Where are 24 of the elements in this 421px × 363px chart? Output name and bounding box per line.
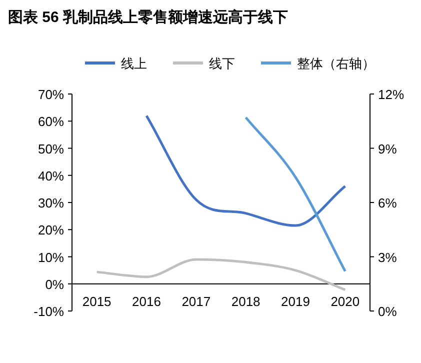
y-tick-label: 60%: [38, 114, 64, 130]
x-tick-label: 2020: [330, 294, 360, 309]
x-tick-label: 2019: [281, 294, 310, 309]
y2-tick-label: 9%: [378, 141, 398, 156]
y2-tick-label: 12%: [378, 87, 404, 102]
x-tick-label: 2016: [132, 294, 161, 309]
y-tick-label: 10%: [38, 250, 64, 265]
x-tick-label: 2018: [231, 294, 260, 309]
legend-label: 整体（右轴）: [297, 56, 375, 71]
y-tick-label: 0%: [45, 276, 64, 292]
legend-label: 线上: [121, 56, 147, 71]
x-tick-label: 2017: [182, 294, 211, 309]
y-tick-label: -10%: [34, 304, 64, 319]
y2-tick-label: 0%: [378, 304, 398, 319]
y-tick-label: 40%: [38, 168, 64, 184]
y-tick-label: 20%: [38, 222, 64, 238]
x-tick-label: 2015: [82, 294, 112, 309]
y2-tick-label: 6%: [378, 196, 398, 210]
y2-tick-label: 3%: [378, 250, 398, 265]
y-tick-label: 70%: [38, 87, 64, 102]
y-tick-label: 50%: [38, 141, 64, 156]
chart-title: 图表 56 乳制品线上零售额增速远高于线下: [8, 8, 288, 26]
y-tick-label: 30%: [38, 196, 64, 210]
legend-label: 线下: [209, 56, 235, 71]
